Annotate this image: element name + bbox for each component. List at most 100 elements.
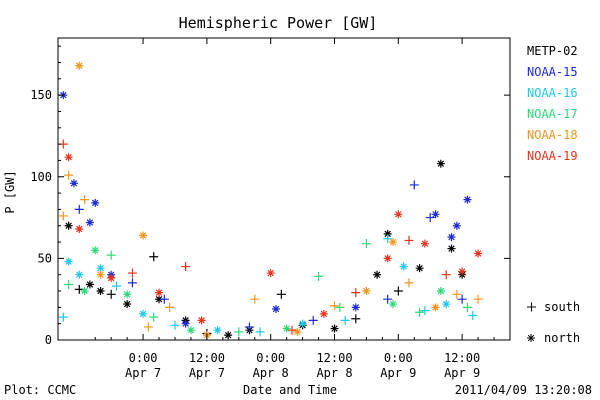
data-point-noaa-18 bbox=[165, 302, 175, 312]
data-point-noaa-19 bbox=[458, 267, 467, 276]
data-point-metp-02 bbox=[123, 300, 132, 309]
x-tick-label-date: Apr 8 bbox=[253, 366, 289, 380]
data-point-noaa-19 bbox=[287, 325, 297, 335]
data-point-noaa-18 bbox=[389, 238, 398, 247]
data-point-metp-02 bbox=[436, 159, 445, 168]
data-point-noaa-18 bbox=[404, 278, 414, 288]
data-point-noaa-17 bbox=[314, 271, 324, 281]
data-point-noaa-15 bbox=[463, 195, 472, 204]
data-point-noaa-19 bbox=[266, 269, 275, 278]
data-point-noaa-18 bbox=[143, 322, 153, 332]
legend-entry-noaa-19: NOAA-19 bbox=[527, 149, 578, 163]
data-point-noaa-18 bbox=[250, 294, 260, 304]
legend: METP-02 NOAA-15 NOAA-16 NOAA-17 NOAA-18 NOAA-… bbox=[527, 44, 578, 163]
data-point-noaa-15 bbox=[351, 303, 360, 312]
data-point-noaa-18 bbox=[431, 303, 440, 312]
x-tick-label-time: 0:00 bbox=[129, 351, 158, 365]
data-point-noaa-17 bbox=[64, 279, 74, 289]
south-marker-label: south bbox=[544, 300, 580, 314]
data-point-noaa-17 bbox=[282, 324, 291, 333]
data-point-noaa-19 bbox=[319, 309, 328, 318]
data-point-noaa-16 bbox=[139, 309, 148, 318]
data-point-metp-02 bbox=[447, 244, 456, 253]
data-point-noaa-16 bbox=[340, 315, 350, 325]
data-point-metp-02 bbox=[149, 252, 159, 262]
data-point-noaa-19 bbox=[351, 288, 361, 298]
data-point-noaa-16 bbox=[170, 320, 180, 330]
data-point-noaa-18 bbox=[362, 287, 371, 296]
data-point-noaa-18 bbox=[75, 61, 84, 70]
data-point-noaa-17 bbox=[106, 250, 116, 260]
data-point-noaa-19 bbox=[127, 268, 137, 278]
legend-entry-noaa-17: NOAA-17 bbox=[527, 107, 578, 121]
legend-entry-noaa-16: NOAA-16 bbox=[527, 86, 578, 100]
x-tick-label-date: Apr 8 bbox=[316, 366, 352, 380]
plot-credit: Plot: CCMC bbox=[4, 383, 76, 397]
data-point-noaa-15 bbox=[308, 315, 318, 325]
data-point-noaa-16 bbox=[255, 327, 265, 337]
data-point-noaa-17 bbox=[80, 287, 89, 296]
data-point-noaa-18 bbox=[139, 231, 148, 240]
north-marker-label: north bbox=[544, 331, 580, 345]
data-point-noaa-16 bbox=[442, 300, 451, 309]
data-point-metp-02 bbox=[106, 289, 116, 299]
data-point-noaa-15 bbox=[431, 210, 440, 219]
data-point-noaa-18 bbox=[80, 195, 90, 205]
data-point-noaa-19 bbox=[383, 254, 392, 263]
y-tick-label: 0 bbox=[45, 333, 52, 347]
data-point-noaa-19 bbox=[197, 316, 206, 325]
x-tick-label-time: 12:00 bbox=[189, 351, 225, 365]
data-point-noaa-15 bbox=[181, 319, 190, 328]
data-point-noaa-19 bbox=[404, 235, 414, 245]
timestamp: 2011/04/09 13:20:08 bbox=[455, 383, 592, 397]
data-point-metp-02 bbox=[373, 270, 382, 279]
chart-title: Hemispheric Power [GW] bbox=[179, 14, 378, 32]
data-point-noaa-17 bbox=[91, 246, 100, 255]
data-point-noaa-15 bbox=[272, 304, 281, 313]
data-point-noaa-17 bbox=[335, 302, 345, 312]
data-point-noaa-19 bbox=[441, 270, 451, 280]
data-point-noaa-16 bbox=[58, 312, 68, 322]
data-point-noaa-15 bbox=[69, 179, 78, 188]
data-point-noaa-16 bbox=[213, 326, 222, 335]
data-point-noaa-15 bbox=[127, 278, 137, 288]
data-point-noaa-17 bbox=[123, 290, 132, 299]
data-point-noaa-18 bbox=[330, 301, 340, 311]
x-tick-label-time: 12:00 bbox=[444, 351, 480, 365]
x-tick-label-time: 0:00 bbox=[256, 351, 285, 365]
data-point-noaa-15 bbox=[91, 198, 100, 207]
y-axis-ticks: 0 50 100 150 bbox=[30, 45, 510, 347]
legend-entry-metp-02: METP-02 bbox=[527, 44, 578, 58]
data-point-metp-02 bbox=[224, 331, 233, 340]
data-point-noaa-19 bbox=[474, 249, 483, 258]
data-point-metp-02 bbox=[393, 286, 403, 296]
plot-frame bbox=[57, 37, 511, 341]
data-point-noaa-15 bbox=[244, 322, 254, 332]
data-point-metp-02 bbox=[64, 221, 73, 230]
data-point-noaa-17 bbox=[234, 327, 244, 337]
data-point-noaa-19 bbox=[64, 153, 73, 162]
south-marker-symbol bbox=[527, 302, 536, 312]
marker-legend: south north bbox=[527, 300, 580, 345]
data-point-noaa-16 bbox=[420, 306, 430, 316]
data-point-noaa-16 bbox=[75, 270, 84, 279]
x-tick-label-date: Apr 9 bbox=[380, 366, 416, 380]
data-point-noaa-16 bbox=[111, 281, 121, 291]
data-point-noaa-17 bbox=[462, 302, 472, 312]
data-point-noaa-16 bbox=[399, 262, 408, 271]
data-point-metp-02 bbox=[85, 280, 94, 289]
data-point-noaa-19 bbox=[181, 262, 191, 272]
data-point-noaa-19 bbox=[155, 288, 164, 297]
legend-entry-noaa-18: NOAA-18 bbox=[527, 128, 578, 142]
data-point-noaa-17 bbox=[436, 287, 445, 296]
data-point-noaa-15 bbox=[457, 294, 467, 304]
data-point-noaa-19 bbox=[394, 210, 403, 219]
data-point-noaa-16 bbox=[64, 257, 73, 266]
data-point-noaa-17 bbox=[415, 307, 425, 317]
data-point-noaa-15 bbox=[452, 221, 461, 230]
data-point-noaa-19 bbox=[420, 239, 429, 248]
data-point-noaa-17 bbox=[389, 300, 398, 309]
data-point-noaa-16 bbox=[468, 311, 478, 321]
